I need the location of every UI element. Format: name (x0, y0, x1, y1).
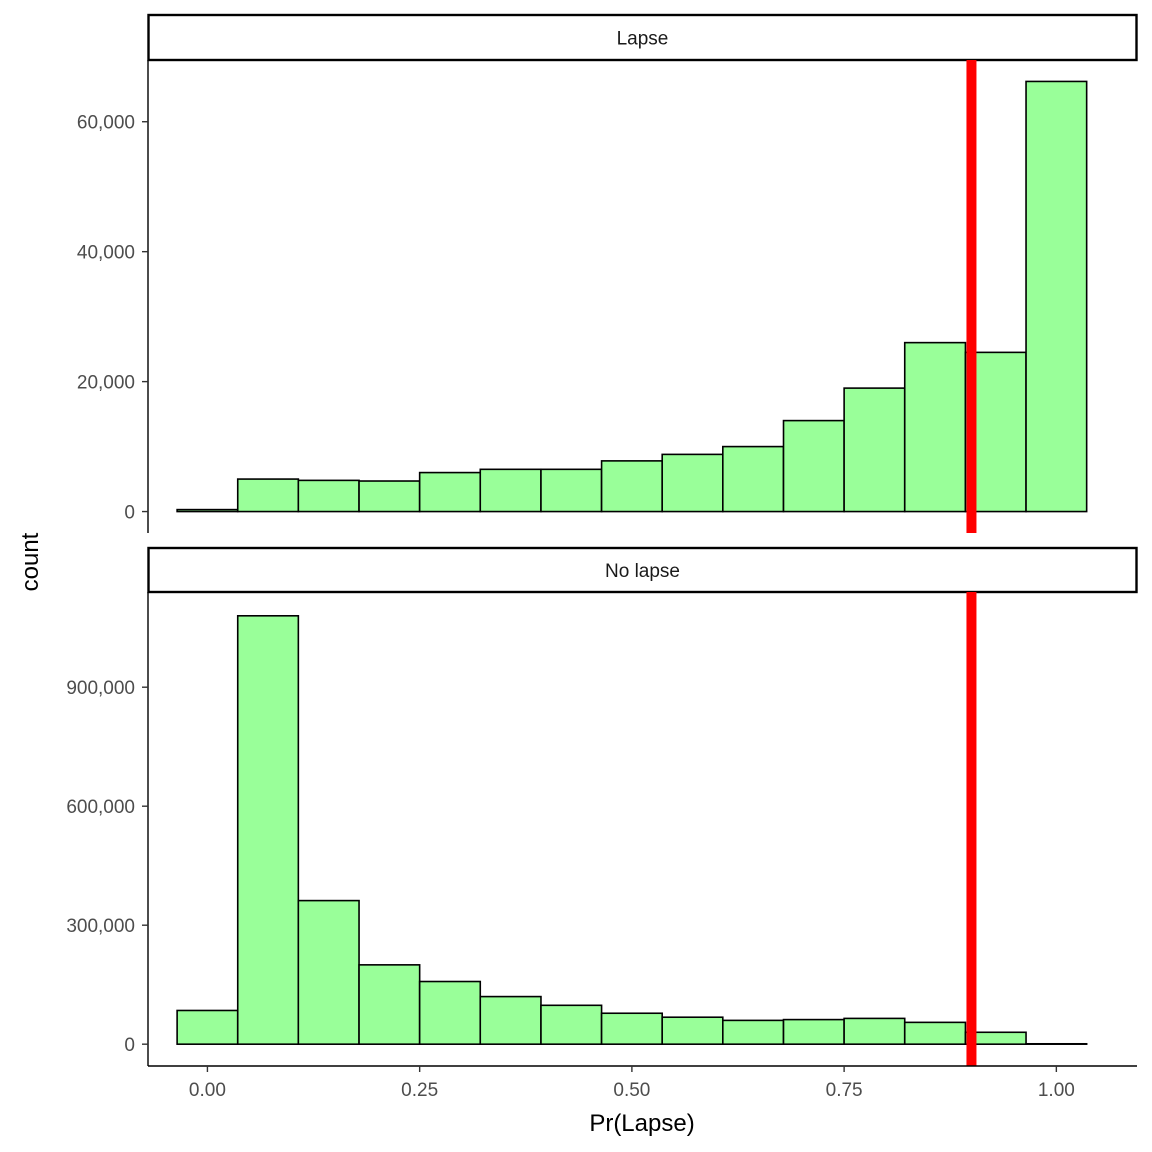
y-tick-label: 0 (124, 1035, 135, 1056)
y-tick-label: 900,000 (66, 678, 135, 699)
x-tick-label: 1.00 (1038, 1080, 1075, 1101)
histogram-bar (843, 387, 906, 513)
facet-strip-label: No lapse (605, 561, 680, 582)
x-tick-label: 0.50 (613, 1080, 650, 1101)
panel-1: Lapse 0 20,000 40,000 60,000 (77, 13, 1138, 533)
y-tick-label: 0 (124, 503, 135, 524)
histogram-bar (782, 1018, 845, 1045)
histogram-bar (782, 419, 845, 513)
histogram-bar (722, 1019, 785, 1045)
histogram-bar (843, 1017, 906, 1045)
y-tick-label: 20,000 (77, 373, 135, 394)
histogram-bar (418, 471, 482, 513)
x-tick-label: 0.75 (826, 1080, 863, 1101)
histogram-bar (236, 478, 300, 513)
histogram-bar (297, 899, 360, 1045)
histogram-bar (176, 1009, 239, 1045)
x-tick-label: 0.25 (401, 1080, 438, 1101)
y-tick-label: 600,000 (66, 797, 135, 818)
y-tick-label: 60,000 (77, 113, 135, 134)
histogram-bar (358, 964, 421, 1045)
histogram-bar (722, 445, 785, 513)
histogram-bar (540, 468, 603, 513)
histogram-bar (600, 460, 663, 513)
y-tick-label: 300,000 (66, 916, 135, 937)
y-tick-label: 40,000 (77, 243, 135, 264)
facet-strip (147, 13, 1138, 62)
histogram-bar (479, 468, 542, 513)
histogram-bar (297, 479, 360, 513)
histogram-bar (418, 980, 482, 1045)
histogram-bar (661, 1016, 724, 1045)
histogram-bar (540, 1004, 603, 1045)
histogram-bar (903, 341, 967, 513)
x-tick-label: 0.00 (189, 1080, 226, 1101)
panels-layer: Lapse 0 20,000 40,000 60,000 No lapse 0 300,000… (66, 13, 1138, 1101)
x-axis-title: Pr(Lapse) (589, 1110, 694, 1137)
histogram-bar (661, 453, 724, 513)
panel-2: No lapse 0 300,000 600,000 900,000 (66, 546, 1138, 1066)
histogram-bar (358, 480, 421, 513)
histogram-bar (600, 1012, 663, 1045)
histogram-bar (1025, 80, 1088, 513)
histogram-bar (479, 995, 542, 1045)
histogram-bar (236, 614, 300, 1045)
histogram-bar (964, 1031, 1027, 1045)
facet-strip-label: Lapse (617, 29, 669, 50)
histogram-bar (903, 1021, 967, 1045)
facet-strip (147, 546, 1138, 594)
y-axis-title: count (17, 532, 44, 591)
histogram-bar (176, 508, 239, 513)
